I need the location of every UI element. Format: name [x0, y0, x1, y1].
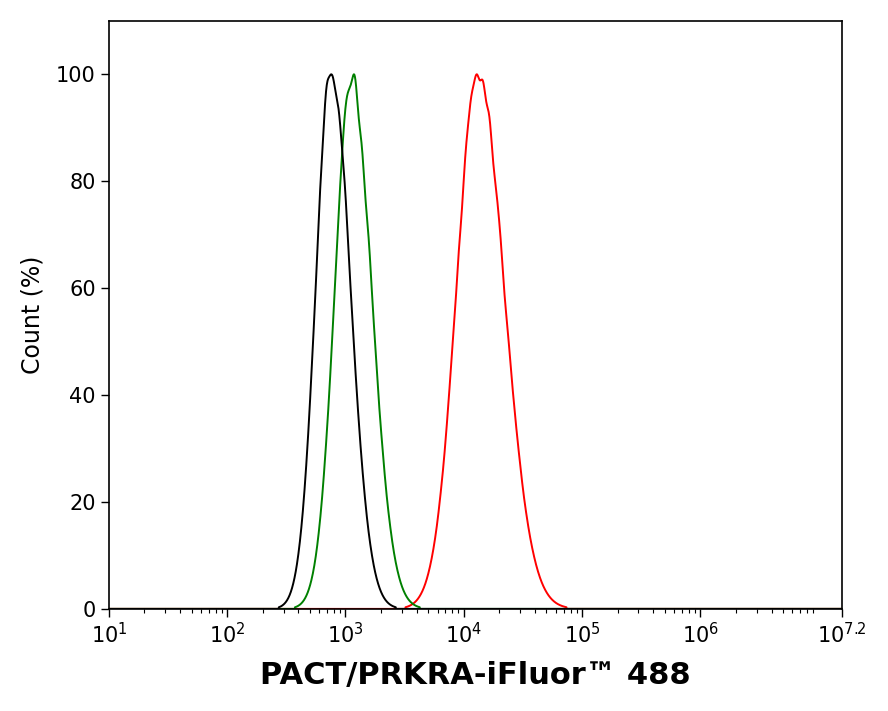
Y-axis label: Count (%): Count (%): [20, 256, 44, 374]
X-axis label: PACT/PRKRA-iFluor™ 488: PACT/PRKRA-iFluor™ 488: [260, 661, 691, 690]
